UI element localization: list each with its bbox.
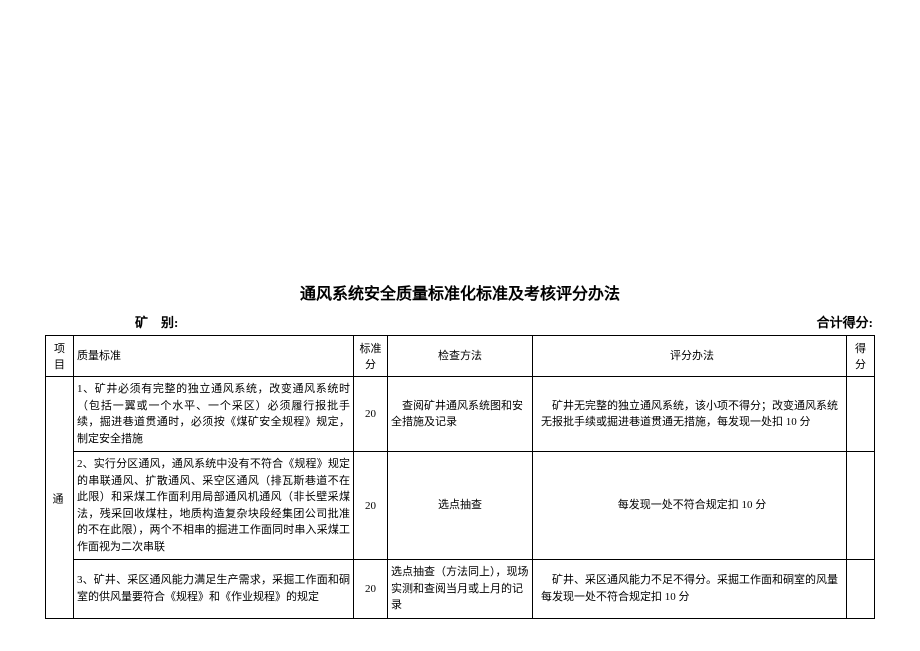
score-std-cell: 20 <box>354 452 388 560</box>
total-score-label: 合计得分: <box>817 312 873 331</box>
score-cell <box>847 377 875 452</box>
score-cell <box>847 452 875 560</box>
table-row: 通 1、矿井必须有完整的独立通风系统，改变通风系统时（包括一翼或一个水平、一个采… <box>46 377 875 452</box>
standard-cell: 3、矿井、采区通风能力满足生产需求，采掘工作面和硐室的供风量要符合《规程》和《作… <box>74 560 354 619</box>
table-row: 2、实行分区通风，通风系统中没有不符合《规程》规定的串联通风、扩散通风、采空区通… <box>46 452 875 560</box>
method-cell: 选点抽查（方法同上），现场实测和查阅当月或上月的记录 <box>388 560 533 619</box>
score-std-cell: 20 <box>354 560 388 619</box>
col-score-std-header: 标准分 <box>354 336 388 377</box>
table-header-row: 项目 质量标准 标准分 检查方法 评分办法 得分 <box>46 336 875 377</box>
score-std-cell: 20 <box>354 377 388 452</box>
document-title: 通风系统安全质量标准化标准及考核评分办法 <box>45 280 875 304</box>
criteria-cell: 矿井、采区通风能力不足不得分。采掘工作面和硐室的风量每发现一处不符合规定扣 10… <box>533 560 847 619</box>
criteria-cell: 矿井无完整的独立通风系统，该小项不得分；改变通风系统无报批手续或掘进巷道贯通无措… <box>533 377 847 452</box>
header-row: 矿 别: 合计得分: <box>45 312 875 335</box>
method-cell: 选点抽查 <box>388 452 533 560</box>
standard-cell: 2、实行分区通风，通风系统中没有不符合《规程》规定的串联通风、扩散通风、采空区通… <box>74 452 354 560</box>
col-score-header: 得分 <box>847 336 875 377</box>
evaluation-table: 项目 质量标准 标准分 检查方法 评分办法 得分 通 1、矿井必须有完整的独立通… <box>45 335 875 619</box>
col-method-header: 检查方法 <box>388 336 533 377</box>
mine-label: 矿 别: <box>135 312 178 331</box>
score-cell <box>847 560 875 619</box>
col-standard-header: 质量标准 <box>74 336 354 377</box>
project-cell: 通 <box>46 377 74 619</box>
standard-cell: 1、矿井必须有完整的独立通风系统，改变通风系统时（包括一翼或一个水平、一个采区）… <box>74 377 354 452</box>
col-project-header: 项目 <box>46 336 74 377</box>
method-cell: 查阅矿井通风系统图和安全措施及记录 <box>388 377 533 452</box>
col-criteria-header: 评分办法 <box>533 336 847 377</box>
table-row: 3、矿井、采区通风能力满足生产需求，采掘工作面和硐室的供风量要符合《规程》和《作… <box>46 560 875 619</box>
criteria-cell: 每发现一处不符合规定扣 10 分 <box>533 452 847 560</box>
